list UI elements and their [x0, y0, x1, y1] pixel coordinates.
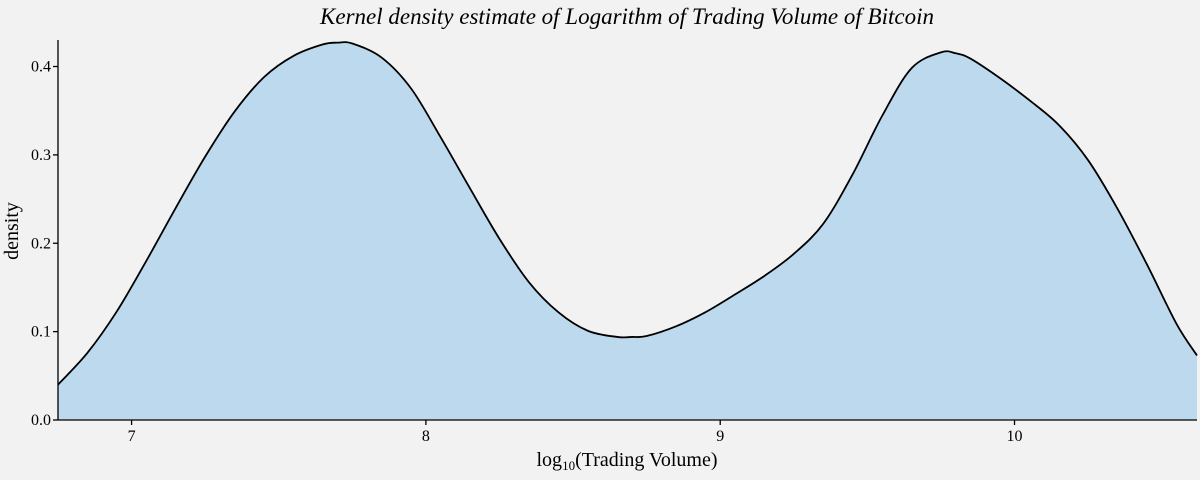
chart-title: Kernel density estimate of Logarithm of …	[319, 4, 934, 29]
x-axis-label-prefix: log	[537, 449, 563, 471]
y-tick-label: 0.1	[31, 324, 51, 341]
x-axis-label: log10(Trading Volume)	[537, 449, 718, 473]
y-tick-label: 0.4	[31, 59, 51, 76]
y-tick-label: 0.0	[31, 412, 51, 429]
y-tick-label: 0.3	[31, 147, 51, 164]
x-tick-label: 8	[422, 428, 430, 445]
x-axis: 7 8 9 10	[58, 419, 1197, 445]
y-tick-label: 0.2	[31, 235, 51, 252]
x-tick-label: 9	[716, 428, 724, 445]
density-curve	[57, 41, 1198, 386]
x-tick-label: 10	[1007, 428, 1023, 445]
x-tick-label: 7	[128, 428, 136, 445]
y-axis: 0.0 0.1 0.2 0.3 0.4	[31, 40, 59, 429]
density-area	[58, 42, 1197, 421]
y-axis-label: density	[1, 202, 23, 260]
x-axis-label-suffix: (Trading Volume)	[575, 449, 717, 471]
x-axis-label-subscript: 10	[562, 458, 575, 473]
plot-area	[57, 41, 1198, 421]
